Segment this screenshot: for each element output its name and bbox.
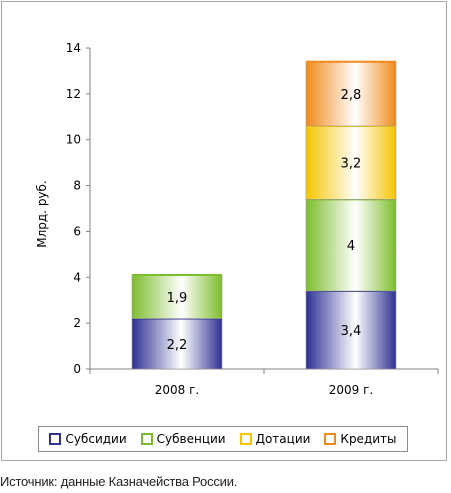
legend-swatch: [49, 433, 62, 445]
x-tick-label: 2008 г.: [155, 383, 199, 397]
data-label: 4: [347, 239, 355, 254]
data-label: 2,8: [341, 88, 362, 103]
y-tick-label: 14: [66, 41, 81, 55]
bar-segment: [305, 125, 397, 200]
source-note: Источник: данные Казначейства России.: [0, 474, 238, 489]
y-tick-label: 8: [73, 179, 81, 193]
data-label: 3,2: [341, 157, 362, 172]
x-tick-label: 2009 г.: [329, 383, 373, 397]
chart-frame: 0 2 4 6 8 10 12 14 2,2 1,9 2008 г. 3,4 4 3,2 2,8 2009 …: [1, 1, 447, 461]
legend: Субсидии Субвенции Дотации Кредиты: [38, 426, 408, 452]
legend-label: Субсидии: [65, 432, 127, 446]
y-tick-label: 4: [73, 270, 81, 284]
bar-segment: [131, 318, 223, 370]
y-tick-label: 6: [73, 224, 81, 238]
y-axis-label: Млрд. руб.: [35, 180, 49, 248]
legend-label: Субвенции: [156, 432, 226, 446]
y-tick-label: 0: [73, 362, 81, 376]
legend-swatch: [239, 433, 252, 445]
legend-swatch: [324, 433, 337, 445]
y-tick-label: 2: [73, 316, 81, 330]
stacked-bar-chart: 0 2 4 6 8 10 12 14 2,2 1,9 2008 г. 3,4 4 3,2 2,8 2009 …: [35, 41, 439, 397]
legend-item: Дотации: [239, 432, 311, 446]
legend-item: Субвенции: [140, 432, 226, 446]
legend-label: Кредиты: [340, 432, 397, 446]
data-label: 2,2: [167, 338, 188, 353]
bar-segment: [305, 290, 397, 370]
bar-segment: [305, 199, 397, 292]
legend-item: Субсидии: [49, 432, 127, 446]
legend-label: Дотации: [255, 432, 311, 446]
legend-swatch: [140, 433, 153, 445]
y-tick-label: 10: [66, 133, 81, 147]
data-label: 3,4: [341, 324, 362, 339]
data-label: 1,9: [167, 291, 188, 306]
y-tick-label: 12: [66, 87, 81, 101]
bar-segment: [305, 61, 397, 127]
legend-item: Кредиты: [324, 432, 397, 446]
bar-segment: [131, 274, 223, 319]
